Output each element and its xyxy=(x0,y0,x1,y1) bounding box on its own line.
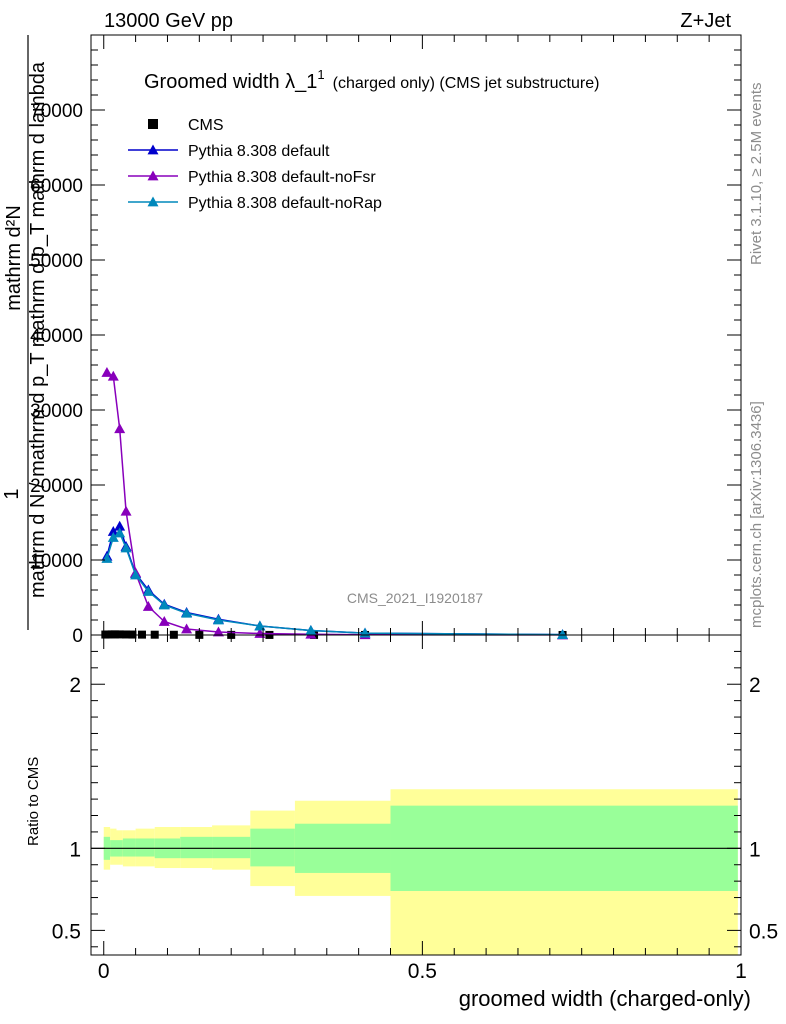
ratio-y-label: Ratio to CMS xyxy=(25,757,42,846)
ratio-y-tick-label: 2 xyxy=(69,674,81,697)
series-line xyxy=(106,524,563,636)
legend-label: Pythia 8.308 default-noRap xyxy=(188,195,382,212)
series-point xyxy=(181,623,193,634)
y-label-one: 1 xyxy=(1,488,23,499)
series-point xyxy=(142,586,154,596)
legend: CMS Pythia 8.308 default Pythia 8.308 defa… xyxy=(128,117,382,212)
series-point xyxy=(107,526,119,536)
series-point xyxy=(101,367,113,377)
plot-title: Groomed width λ_11 (charged only) (CMS je… xyxy=(144,67,599,93)
legend-marker xyxy=(147,144,159,155)
cms-data-point xyxy=(122,630,131,639)
series-point xyxy=(120,505,132,516)
series-point xyxy=(212,614,224,625)
rivet-version-label: Rivet 3.1.10, ≥ 2.5M events xyxy=(748,83,765,266)
series-point xyxy=(107,370,119,381)
y-tick-label: 50000 xyxy=(30,251,83,272)
series-point xyxy=(114,527,126,538)
y-tick-label: 30000 xyxy=(30,401,83,422)
series-point xyxy=(114,423,126,434)
legend-marker xyxy=(147,196,159,207)
series-point xyxy=(142,601,154,611)
ratio-y-tick-label: 1 xyxy=(69,838,81,861)
series-point xyxy=(158,616,170,626)
ratio-outer-band-lower xyxy=(390,891,738,955)
x-tick-label: 0.5 xyxy=(408,960,437,983)
series-point xyxy=(212,626,224,637)
series-point xyxy=(130,569,142,580)
cms-data-point xyxy=(110,630,119,639)
y-tick-label: 10000 xyxy=(30,551,83,572)
ratio-y-tick-label-right: 2 xyxy=(749,674,761,697)
x-axis-label: groomed width (charged-only) xyxy=(459,986,751,1011)
series-point xyxy=(107,532,119,542)
cms-data-point xyxy=(115,630,124,639)
analysis-watermark: CMS_2021_I1920187 xyxy=(347,590,483,606)
y-axis-label-main: 1 mathrm d²N mathrm d N / mathrm d p_T m… xyxy=(1,35,49,630)
plot-title-sup: 1 xyxy=(317,67,324,82)
legend-label: Pythia 8.308 default xyxy=(188,143,330,160)
legend-marker xyxy=(147,170,159,181)
series-point xyxy=(557,629,569,640)
ratio-inner-band xyxy=(135,838,155,857)
legend-label: CMS xyxy=(188,117,224,134)
ratio-y-tick-label-right: 1 xyxy=(749,838,761,861)
series-line xyxy=(106,531,563,636)
y-tick-label: 40000 xyxy=(30,326,83,347)
series-point xyxy=(254,620,266,631)
series-point xyxy=(305,625,317,635)
ratio-inner-band xyxy=(122,838,136,857)
series-line xyxy=(106,371,563,636)
legend-label: Pythia 8.308 default-noFsr xyxy=(188,169,376,186)
legend-marker-cms xyxy=(148,119,158,129)
ratio-y-tick-label-right: 0.5 xyxy=(749,920,778,943)
y-label-numerator: mathrm d²N xyxy=(3,205,25,311)
ratio-y-tick-label: 0.5 xyxy=(52,920,81,943)
plot-title-main: Groomed width λ_1 xyxy=(144,71,317,93)
y-tick-label: 60000 xyxy=(30,176,83,197)
series-point xyxy=(181,607,193,618)
ratio-plot-frame xyxy=(90,634,742,956)
process-label: Z+Jet xyxy=(680,10,731,32)
x-tick-label: 0 xyxy=(98,960,110,983)
energy-label: 13000 GeV pp xyxy=(104,10,233,32)
ratio-inner-band xyxy=(250,828,295,867)
series-point xyxy=(120,542,132,553)
x-tick-label: 1 xyxy=(735,960,747,983)
y-label-denominator: mathrm d N / mathrm d p_T mathrm d p_T m… xyxy=(27,61,49,598)
y-tick-label: 70000 xyxy=(30,101,83,122)
ratio-inner-band xyxy=(212,836,251,859)
series-point xyxy=(114,520,126,531)
mcplots-label: mcplots.cern.ch [arXiv:1306.3436] xyxy=(748,401,765,628)
plot-title-sub: (charged only) (CMS jet substructure) xyxy=(333,75,600,92)
y-tick-label: 0 xyxy=(72,626,83,647)
y-tick-label: 20000 xyxy=(30,476,83,497)
ratio-inner-band xyxy=(180,836,213,859)
series-point xyxy=(158,599,170,610)
